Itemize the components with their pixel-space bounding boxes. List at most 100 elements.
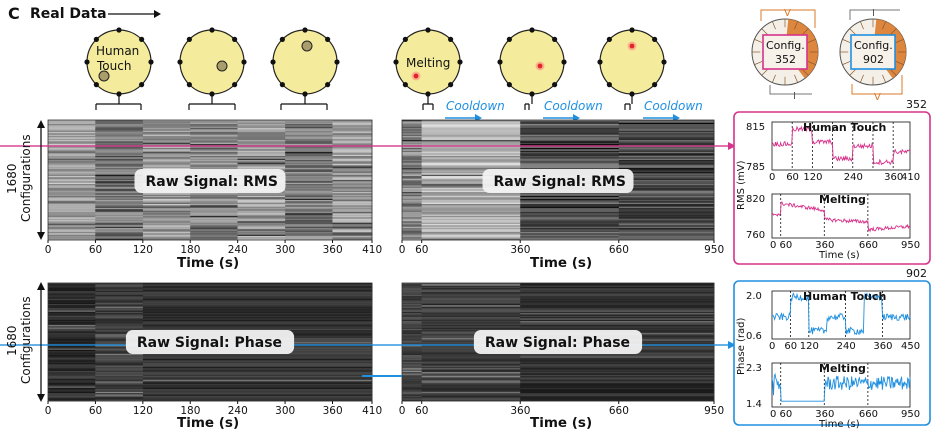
heatmap-row bbox=[142, 233, 191, 235]
heatmap-row bbox=[402, 224, 423, 226]
heatmap-row bbox=[142, 136, 191, 138]
heatmap-row bbox=[237, 164, 286, 166]
heatmap-row bbox=[285, 229, 333, 231]
heatmap-row bbox=[285, 176, 333, 178]
heatmap-row bbox=[190, 204, 239, 206]
heatmap-row bbox=[402, 327, 423, 330]
heatmap-row bbox=[520, 296, 715, 298]
heatmap-row bbox=[421, 309, 521, 311]
heatmap-row bbox=[520, 369, 715, 372]
heatmap-row bbox=[237, 165, 286, 167]
label-pill bbox=[125, 330, 295, 354]
heatmap-row bbox=[48, 369, 96, 372]
heatmap-row bbox=[520, 234, 620, 237]
heatmap-row bbox=[95, 376, 144, 378]
x-tick-label: 60 bbox=[415, 405, 428, 417]
heatmap-row bbox=[618, 230, 715, 233]
heatmap-row bbox=[190, 221, 239, 223]
heatmap-row bbox=[95, 356, 144, 359]
electrode-dot bbox=[325, 36, 331, 42]
heatmap-row bbox=[421, 339, 521, 341]
heatmap-row bbox=[95, 214, 144, 217]
heatmap-row bbox=[402, 378, 423, 381]
heatmap-row bbox=[520, 283, 715, 285]
heatmap-row bbox=[618, 213, 715, 215]
x-tick-label: 0 bbox=[399, 244, 406, 256]
electrode-dot bbox=[279, 82, 285, 88]
heatmap-row bbox=[285, 232, 333, 234]
heatmap-row bbox=[142, 393, 373, 395]
heatmap-row bbox=[421, 122, 521, 125]
heatmap-row bbox=[95, 172, 144, 174]
heatmap-row bbox=[48, 236, 96, 238]
heatmap-row bbox=[237, 193, 286, 195]
heatmap-row bbox=[618, 169, 715, 171]
heatmap-row bbox=[520, 327, 715, 330]
heatmap-row bbox=[48, 130, 96, 133]
config-tick bbox=[849, 69, 856, 76]
electrode-dot bbox=[209, 27, 215, 33]
heatmap-row bbox=[285, 220, 333, 222]
heatmap-row bbox=[285, 156, 333, 158]
heatmap-row bbox=[332, 124, 373, 126]
title-arrow-icon bbox=[108, 10, 161, 18]
heatmap-row bbox=[520, 197, 620, 199]
heatmap-row bbox=[237, 161, 286, 163]
config-tick bbox=[754, 39, 763, 43]
heatmap-row bbox=[95, 181, 144, 183]
heatmap-row bbox=[95, 234, 144, 237]
heatmap-row bbox=[95, 136, 144, 138]
heatmap-row bbox=[332, 186, 373, 189]
heatmap-row bbox=[402, 205, 423, 207]
heatmap-row bbox=[190, 208, 239, 210]
heatmap-row bbox=[142, 293, 373, 296]
heatmap-row bbox=[285, 221, 333, 223]
heatmap-row bbox=[520, 233, 620, 235]
heatmap-row bbox=[142, 216, 191, 218]
inset-top-ytick-lo: 785 bbox=[746, 162, 765, 173]
heatmap-row bbox=[402, 376, 423, 378]
ticks-bot-left: 0 60 120 180 240 300 360 410 bbox=[45, 401, 382, 417]
heatmap-row bbox=[95, 313, 144, 315]
electrode-dot bbox=[652, 36, 658, 42]
heatmap-row bbox=[48, 332, 96, 335]
heatmap-row bbox=[48, 230, 96, 233]
heatmap-row bbox=[402, 292, 423, 294]
heatmap-row bbox=[142, 364, 373, 366]
heatmap-row bbox=[285, 122, 333, 125]
heatmap-row bbox=[421, 130, 521, 133]
heatmap-row bbox=[285, 205, 333, 207]
heatmap-row bbox=[332, 132, 373, 134]
heatmap-row bbox=[332, 138, 373, 141]
inset-bottom-ytick-lo: 760 bbox=[746, 230, 765, 241]
heatmap-row bbox=[237, 140, 286, 142]
heatmap-row bbox=[421, 168, 521, 170]
heatmap-row bbox=[95, 378, 144, 381]
config-tick bbox=[882, 74, 886, 83]
heatmap-row bbox=[48, 213, 96, 215]
heatmap-row bbox=[402, 294, 423, 297]
heatmap-row bbox=[142, 357, 373, 360]
inset-top-xtick: 60 bbox=[784, 341, 797, 352]
heatmap-row bbox=[142, 380, 373, 382]
heatmap-row bbox=[618, 201, 715, 203]
heatmap-row bbox=[285, 237, 333, 239]
heatmap-row bbox=[48, 214, 96, 217]
config-i2-label: I bbox=[872, 8, 875, 19]
heatmap-row bbox=[520, 294, 715, 297]
heatmap-row bbox=[421, 136, 521, 138]
heatmap-row bbox=[285, 161, 333, 163]
heatmap-row bbox=[520, 237, 620, 239]
heatmap-row bbox=[142, 221, 191, 223]
heatmap-row bbox=[48, 398, 96, 400]
bracket-melt-1 bbox=[422, 96, 434, 110]
heatmap-row bbox=[95, 359, 144, 361]
heatmap-row bbox=[402, 302, 423, 305]
heatmap-row bbox=[142, 359, 373, 361]
heatmap-row bbox=[402, 309, 423, 311]
config-tick bbox=[772, 74, 776, 83]
heatmap-row bbox=[48, 194, 96, 197]
heatmap-row bbox=[520, 216, 620, 218]
heatmap-row bbox=[402, 213, 423, 215]
heatmap-row bbox=[142, 208, 191, 210]
